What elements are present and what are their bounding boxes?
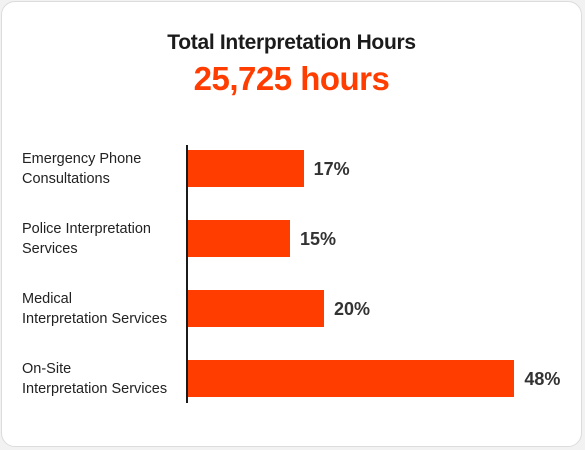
total-hours: 25,725 hours	[193, 60, 390, 97]
y-axis-line	[186, 145, 188, 403]
bar	[188, 220, 290, 257]
value-label: 17%	[313, 159, 350, 179]
bar	[188, 360, 515, 397]
chart-title: Total Interpretation Hours	[167, 31, 416, 54]
value-label: 15%	[300, 229, 337, 249]
category-label: On-Site Interpretation Services	[22, 361, 168, 397]
category-label: Police Interpretation Services	[22, 221, 151, 257]
category-label: Emergency Phone Consultations	[22, 151, 142, 187]
value-label: 20%	[334, 299, 371, 319]
value-label: 48%	[524, 369, 561, 389]
bar	[188, 290, 324, 327]
bar	[188, 150, 304, 187]
category-label: Medical Interpretation Services	[22, 291, 168, 327]
